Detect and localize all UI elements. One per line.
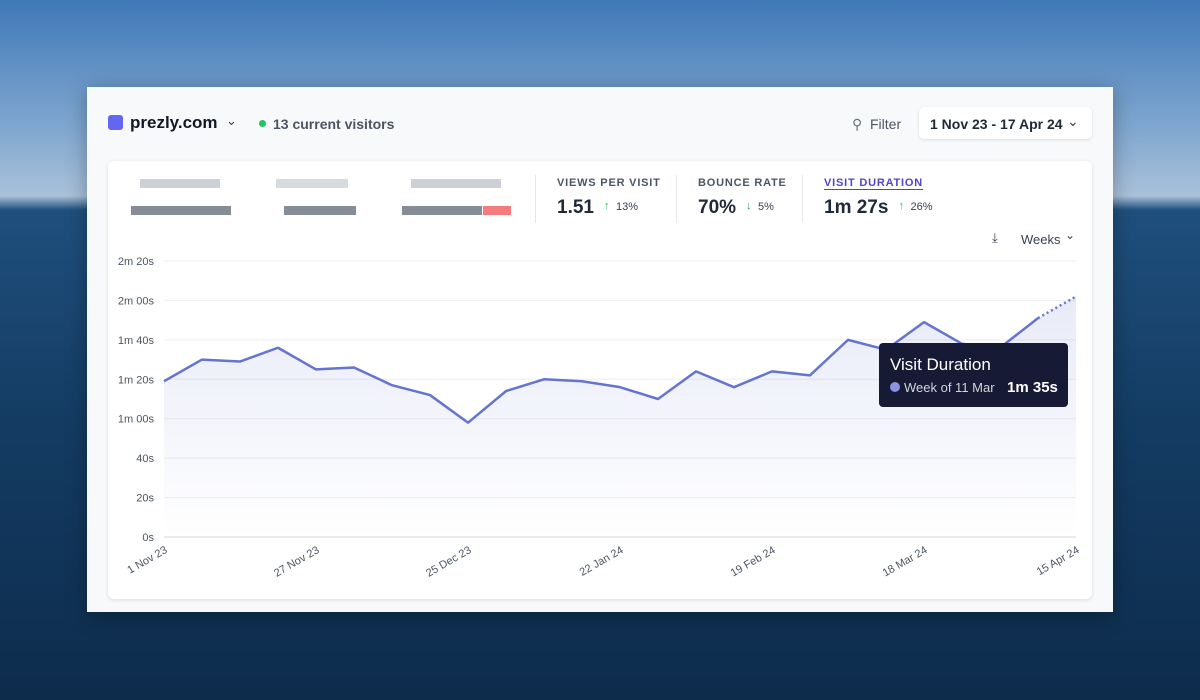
filter-icon[interactable]: ⚲ <box>852 116 863 132</box>
site-name[interactable]: prezly.com <box>130 113 218 132</box>
y-tick-label: 20s <box>136 493 154 505</box>
stat-change[interactable]: 5% <box>758 201 774 213</box>
area <box>164 296 1076 537</box>
y-tick-label: 0s <box>142 532 154 544</box>
stat-arrow[interactable]: ↑ <box>898 200 904 212</box>
blurred-stat <box>483 206 511 215</box>
live-dot <box>259 120 266 127</box>
stat-arrow[interactable]: ↑ <box>603 200 610 212</box>
date-dropdown[interactable]: ⌄ <box>1067 113 1079 129</box>
stat-label[interactable]: VISIT DURATION <box>824 177 923 190</box>
tooltip-title: Visit Duration <box>890 355 991 374</box>
x-tick-label: 25 Dec 23 <box>424 544 473 579</box>
tooltip: Visit Duration Week of 11 Mar 1m 35s <box>879 343 1068 407</box>
interval-select[interactable]: Weeks <box>1021 232 1061 247</box>
y-tick-label: 2m 00s <box>118 295 155 307</box>
stat-change[interactable]: 13% <box>615 201 639 213</box>
y-tick-label: 1m 00s <box>118 414 155 426</box>
x-tick-label: 22 Jan 24 <box>578 544 626 579</box>
date-picker[interactable] <box>919 107 1092 139</box>
divider <box>802 175 803 223</box>
x-tick-label: 27 Nov 23 <box>272 544 321 579</box>
stat-label[interactable]: BOUNCE RATE <box>698 177 787 189</box>
download-icon[interactable]: ⤓ <box>992 230 998 245</box>
x-tick-label: 19 Feb 24 <box>729 544 778 579</box>
line-incomplete <box>1037 295 1077 320</box>
filter-button[interactable]: Filter <box>870 116 902 132</box>
stat-value[interactable]: 70% <box>698 197 737 218</box>
blurred-stat <box>276 179 348 188</box>
blurred-stat <box>402 206 482 215</box>
blurred-stat <box>411 179 501 188</box>
blurred-stat <box>284 206 356 215</box>
tooltip-swatch <box>890 382 900 392</box>
y-tick-label: 40s <box>136 453 154 465</box>
site-dropdown[interactable]: ⌄ <box>226 113 237 128</box>
divider <box>676 175 677 223</box>
y-tick-label: 1m 40s <box>118 335 155 347</box>
stat-value[interactable]: 1.51 <box>557 197 594 218</box>
divider <box>535 175 536 223</box>
blurred-stat <box>140 179 220 188</box>
stat-arrow[interactable]: ↓ <box>746 200 752 212</box>
x-tick-label: 1 Nov 23 <box>125 544 169 576</box>
x-tick-label: 15 Apr 24 <box>1035 544 1082 578</box>
y-tick-label: 1m 20s <box>118 374 155 386</box>
x-tick-label: 18 Mar 24 <box>881 544 930 579</box>
blurred-stat <box>131 206 231 215</box>
stat-value[interactable]: 1m 27s <box>824 197 889 218</box>
y-tick-label: 2m 20s <box>118 256 155 268</box>
stat-label[interactable]: VIEWS PER VISIT <box>557 177 661 189</box>
tooltip-value: 1m 35s <box>1007 379 1058 396</box>
interval-dropdown[interactable]: ⌄ <box>1065 228 1076 242</box>
current-visitors[interactable]: 13 current visitors <box>273 116 395 132</box>
site-icon <box>108 115 123 130</box>
tooltip-period: Week of 11 Mar <box>904 380 995 395</box>
stat-change[interactable]: 26% <box>910 201 933 213</box>
date-range[interactable]: 1 Nov 23 - 17 Apr 24 <box>930 116 1063 132</box>
